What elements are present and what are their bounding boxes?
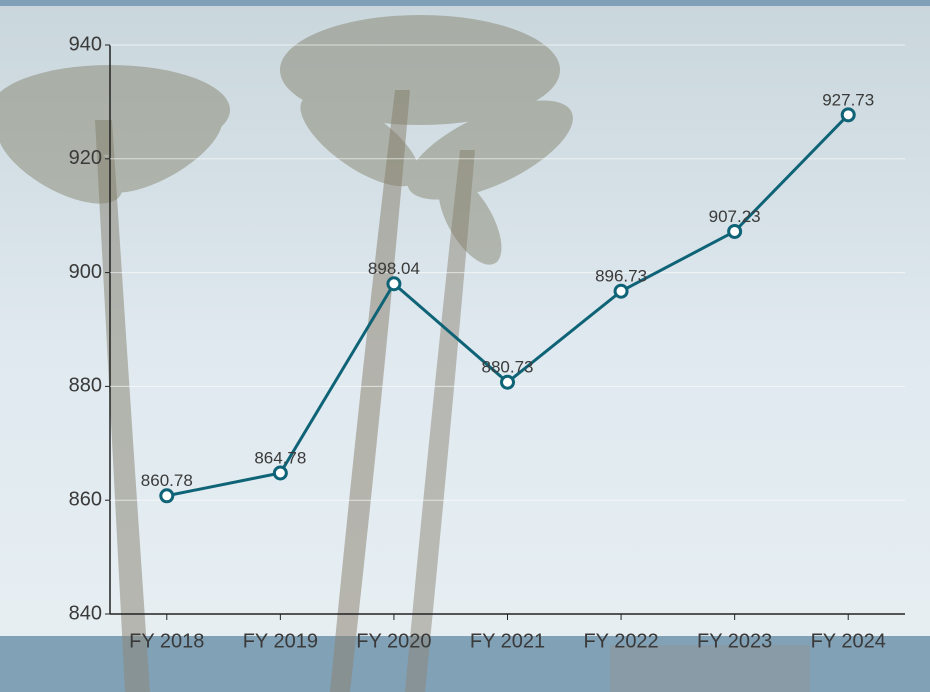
- y-tick-label: 900: [69, 261, 102, 283]
- x-tick-label: FY 2020: [356, 630, 431, 652]
- value-label: 860.78: [141, 471, 193, 490]
- x-tick-label: FY 2019: [243, 630, 318, 652]
- y-tick-label: 840: [69, 602, 102, 624]
- point: [159, 488, 175, 504]
- y-tick-label: 920: [69, 147, 102, 169]
- point: [386, 276, 402, 292]
- point: [727, 223, 743, 239]
- point: [613, 283, 629, 299]
- y-tick-label: 880: [69, 375, 102, 397]
- value-label: 864.78: [254, 448, 306, 467]
- point: [840, 107, 856, 123]
- x-tick-label: FY 2018: [129, 630, 204, 652]
- point: [500, 374, 515, 390]
- x-tick-label: FY 2023: [697, 630, 772, 652]
- value-label: 898.04: [368, 259, 420, 278]
- x-tick-label: FY 2024: [811, 630, 886, 652]
- x-tick-label: FY 2021: [470, 630, 545, 652]
- y-tick-label: 860: [69, 488, 102, 510]
- point: [272, 465, 288, 481]
- value-label: 896.73: [595, 267, 647, 286]
- y-tick-label: 940: [69, 33, 102, 55]
- value-label: 880.73: [482, 358, 534, 377]
- x-tick-label: FY 2022: [583, 630, 658, 652]
- value-label: 907.23: [709, 207, 761, 226]
- value-label: 927.73: [822, 90, 874, 109]
